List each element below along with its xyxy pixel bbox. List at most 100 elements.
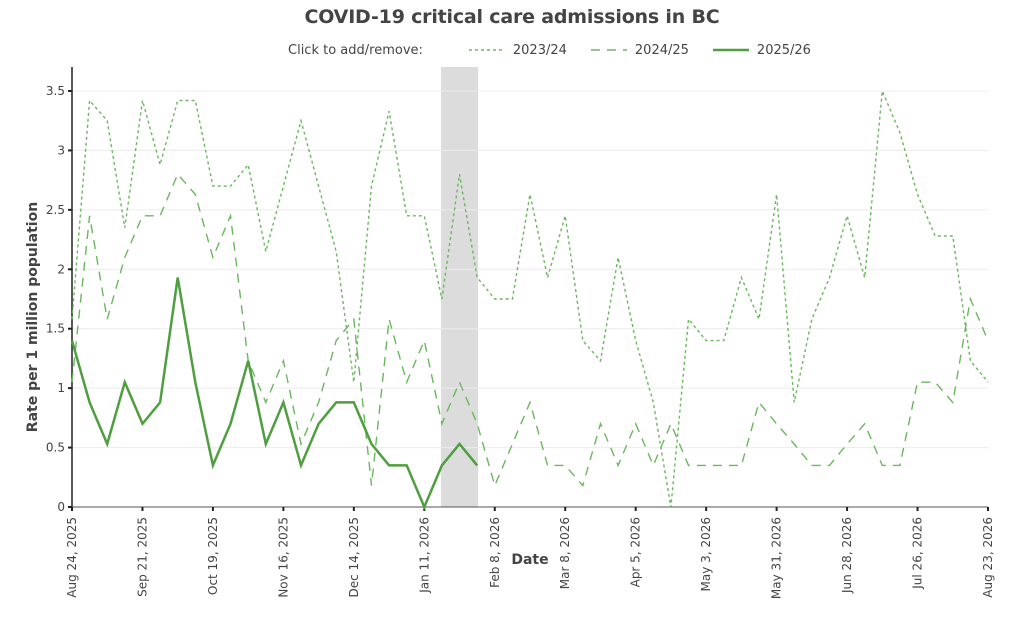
data-point-2023-24 <box>669 505 673 509</box>
data-point-2023-24 <box>369 184 373 188</box>
data-point-2025-26 <box>88 400 92 404</box>
data-point-2023-24 <box>845 214 849 218</box>
x-axis-title: Date <box>511 552 548 568</box>
data-point-2024-25 <box>598 422 602 426</box>
data-point-2024-25 <box>739 463 743 467</box>
data-point-2024-25 <box>193 192 197 196</box>
data-point-2024-25 <box>986 339 990 343</box>
series-line-2023-24 <box>71 90 989 508</box>
data-point-2024-25 <box>369 484 373 488</box>
data-point-2023-24 <box>229 184 233 188</box>
data-point-2025-26 <box>299 463 303 467</box>
x-tick-label: Aug 23, 2026 <box>981 517 995 598</box>
x-tick-label: Nov 16, 2025 <box>276 517 290 598</box>
data-point-2023-24 <box>281 184 285 188</box>
data-point-2023-24 <box>933 234 937 238</box>
legend-swatch-dotted <box>468 49 505 51</box>
data-point-2025-26 <box>352 400 356 404</box>
data-point-2023-24 <box>70 317 74 321</box>
data-point-2025-26 <box>264 442 268 446</box>
data-point-2023-24 <box>105 119 109 123</box>
data-point-2024-25 <box>352 317 356 321</box>
data-point-2023-24 <box>440 297 444 301</box>
data-point-2023-24 <box>88 99 92 103</box>
y-tick-label: 1.5 <box>46 322 65 336</box>
data-point-2025-26 <box>334 400 338 404</box>
y-tick-label: 3.5 <box>46 84 65 98</box>
data-point-2023-24 <box>493 297 497 301</box>
data-point-2023-24 <box>352 380 356 384</box>
legend-item-2023-24[interactable]: 2023/24 <box>467 43 567 58</box>
data-point-2025-26 <box>422 505 426 509</box>
data-point-2025-26 <box>440 463 444 467</box>
data-point-2025-26 <box>405 463 409 467</box>
data-point-2024-25 <box>510 442 514 446</box>
x-tick-label: May 31, 2026 <box>770 517 784 599</box>
data-point-2025-26 <box>140 422 144 426</box>
data-point-2023-24 <box>863 276 867 280</box>
data-point-2024-25 <box>880 463 884 467</box>
x-tick-label: Sep 21, 2025 <box>135 517 149 597</box>
x-tick-label: May 3, 2026 <box>699 517 713 591</box>
data-point-2023-24 <box>739 276 743 280</box>
data-point-2024-25 <box>916 380 920 384</box>
data-point-2024-25 <box>475 422 479 426</box>
data-point-2024-25 <box>105 317 109 321</box>
data-point-2024-25 <box>863 422 867 426</box>
y-tick-label: 1 <box>57 381 65 395</box>
data-point-2023-24 <box>246 163 250 167</box>
data-point-2023-24 <box>387 109 391 113</box>
data-point-2023-24 <box>827 276 831 280</box>
legend-item-2024-25[interactable]: 2024/25 <box>589 43 689 58</box>
data-point-2023-24 <box>405 214 409 218</box>
data-point-2024-25 <box>229 214 233 218</box>
data-point-2023-24 <box>986 380 990 384</box>
data-point-2024-25 <box>88 214 92 218</box>
series-line-2025-26 <box>70 277 479 511</box>
data-point-2023-24 <box>176 99 180 103</box>
data-point-2024-25 <box>669 422 673 426</box>
data-point-2025-26 <box>70 339 74 343</box>
data-point-2023-24 <box>211 184 215 188</box>
data-point-2023-24 <box>475 276 479 280</box>
data-point-2025-26 <box>369 442 373 446</box>
data-point-2023-24 <box>563 214 567 218</box>
data-point-2023-24 <box>775 192 779 196</box>
data-point-2024-25 <box>898 463 902 467</box>
legend-label: 2023/24 <box>512 42 567 58</box>
data-point-2023-24 <box>968 359 972 363</box>
data-point-2023-24 <box>317 184 321 188</box>
data-point-2024-25 <box>651 463 655 467</box>
data-point-2025-26 <box>246 359 250 363</box>
data-point-2023-24 <box>810 317 814 321</box>
data-point-2024-25 <box>792 442 796 446</box>
data-point-2024-25 <box>563 463 567 467</box>
data-point-2024-25 <box>951 400 955 404</box>
data-point-2024-25 <box>687 463 691 467</box>
data-point-2025-26 <box>458 442 462 446</box>
data-point-2024-25 <box>387 317 391 321</box>
chart-title: COVID-19 critical care admissions in BC <box>304 6 720 28</box>
data-point-2024-25 <box>123 255 127 259</box>
x-tick-label: Oct 19, 2025 <box>206 517 220 595</box>
data-point-2025-26 <box>158 400 162 404</box>
x-tick-label: Mar 8, 2026 <box>558 517 572 589</box>
data-point-2023-24 <box>880 89 884 93</box>
data-point-2024-25 <box>528 400 532 404</box>
data-point-2023-24 <box>722 339 726 343</box>
data-point-2023-24 <box>951 234 955 238</box>
data-point-2025-26 <box>105 442 109 446</box>
data-point-2024-25 <box>827 463 831 467</box>
data-point-2024-25 <box>968 297 972 301</box>
legend-item-2025-26[interactable]: 2025/26 <box>711 43 811 58</box>
data-point-2025-26 <box>281 400 285 404</box>
data-point-2024-25 <box>317 400 321 404</box>
data-point-2023-24 <box>334 249 338 253</box>
data-point-2025-26 <box>193 380 197 384</box>
data-point-2024-25 <box>704 463 708 467</box>
data-point-2023-24 <box>898 131 902 135</box>
data-point-2023-24 <box>616 255 620 259</box>
data-point-2024-25 <box>581 484 585 488</box>
data-point-2023-24 <box>651 400 655 404</box>
data-point-2023-24 <box>158 163 162 167</box>
